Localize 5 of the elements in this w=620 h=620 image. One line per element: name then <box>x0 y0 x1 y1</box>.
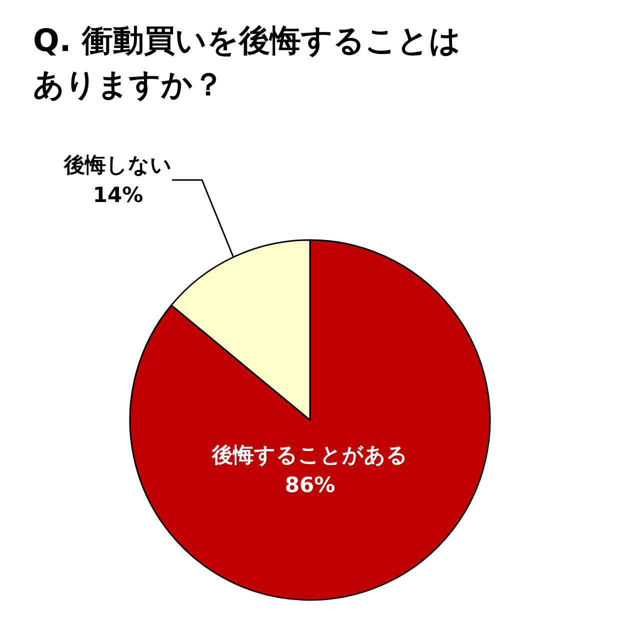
chart-title: Q. 衝動買いを後悔することはありますか？ <box>33 23 461 103</box>
slice-label: 後悔することがある <box>211 443 408 467</box>
slice-label: 後悔しない <box>63 153 172 177</box>
data-label: 14% <box>92 183 144 207</box>
data-label: 86% <box>284 473 336 497</box>
